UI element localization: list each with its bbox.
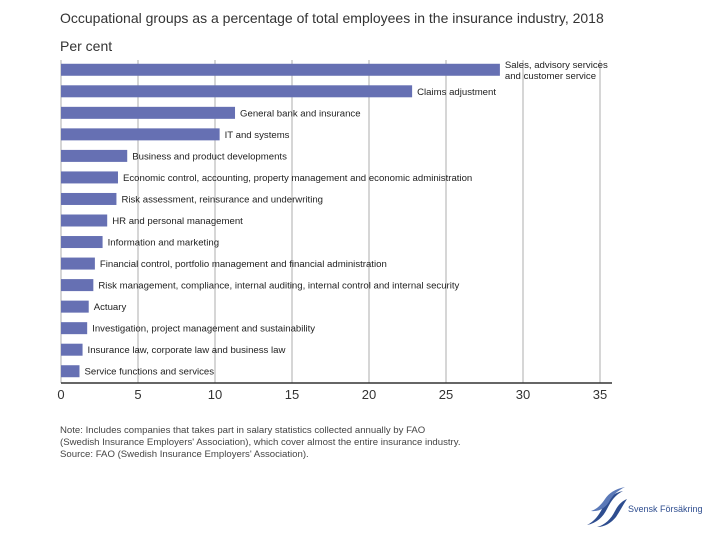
bar-3 bbox=[61, 128, 220, 141]
bar-label-5: Economic control, accounting, property m… bbox=[123, 173, 472, 184]
bar-12 bbox=[61, 322, 88, 335]
bar-label-line: Actuary bbox=[94, 302, 127, 313]
bar-label-line: Insurance law, corporate law and busines… bbox=[88, 345, 286, 356]
bar-7 bbox=[61, 214, 108, 227]
x-tick-label-2: 10 bbox=[208, 387, 222, 402]
bar-label-9: Financial control, portfolio management … bbox=[100, 259, 387, 270]
bar-6 bbox=[61, 192, 117, 205]
bar-label-3: IT and systems bbox=[225, 130, 290, 141]
bar-label-line: Information and marketing bbox=[108, 238, 219, 249]
svensk-forsakring-logo-icon bbox=[587, 487, 627, 527]
bar-label-2: General bank and insurance bbox=[240, 108, 361, 119]
x-tick-label-7: 35 bbox=[593, 387, 607, 402]
bar-label-line: and customer service bbox=[505, 71, 596, 82]
bar-11 bbox=[61, 300, 89, 313]
x-tick-label-0: 0 bbox=[57, 387, 64, 402]
bar-0 bbox=[61, 63, 500, 76]
bar-label-line: Sales, advisory services bbox=[505, 60, 608, 71]
bar-label-line: Investigation, project management and su… bbox=[92, 324, 315, 335]
bar-label-line: Economic control, accounting, property m… bbox=[123, 173, 472, 184]
y-unit-label: Per cent bbox=[60, 38, 113, 54]
x-tick-label-4: 20 bbox=[362, 387, 376, 402]
bar-13 bbox=[61, 343, 83, 356]
bar-label-10: Risk management, compliance, internal au… bbox=[98, 281, 459, 292]
bar-8 bbox=[61, 236, 103, 249]
bar-label-13: Insurance law, corporate law and busines… bbox=[88, 345, 286, 356]
bar-chart: 0 5 10 15 20 25 30 35 Sales, advisory services an… bbox=[57, 60, 612, 402]
logo-text: Svensk Försäkring bbox=[628, 504, 703, 514]
bar-2 bbox=[61, 106, 236, 119]
bar-14 bbox=[61, 365, 80, 378]
bar-5 bbox=[61, 171, 118, 184]
bar-label-0: Sales, advisory services and customer ser… bbox=[505, 60, 608, 82]
bar-label-12: Investigation, project management and su… bbox=[92, 324, 315, 335]
bar-label-6: Risk assessment, reinsurance and underwr… bbox=[121, 194, 323, 205]
bar-label-line: IT and systems bbox=[225, 130, 290, 141]
bar-label-line: Financial control, portfolio management … bbox=[100, 259, 387, 270]
chart-title: Occupational groups as a percentage of t… bbox=[60, 10, 604, 26]
note-line-2: (Swedish Insurance Employers' Associatio… bbox=[60, 437, 461, 448]
note-line-1: Note: Includes companies that takes part… bbox=[60, 425, 426, 436]
bar-10 bbox=[61, 279, 94, 292]
bar-9 bbox=[61, 257, 95, 270]
bar-1 bbox=[61, 85, 413, 98]
bar-4 bbox=[61, 149, 128, 162]
bar-label-line: Service functions and services bbox=[84, 367, 214, 378]
bar-label-line: Business and product developments bbox=[132, 151, 287, 162]
note-line-3: Source: FAO (Swedish Insurance Employers… bbox=[60, 449, 309, 460]
x-tick-label-5: 25 bbox=[439, 387, 453, 402]
bar-label-11: Actuary bbox=[94, 302, 127, 313]
bar-label-8: Information and marketing bbox=[108, 238, 219, 249]
x-tick-label-6: 30 bbox=[516, 387, 530, 402]
bar-label-line: HR and personal management bbox=[112, 216, 243, 227]
x-tick-label-3: 15 bbox=[285, 387, 299, 402]
bar-label-line: Claims adjustment bbox=[417, 87, 496, 98]
bar-label-4: Business and product developments bbox=[132, 151, 287, 162]
bar-label-14: Service functions and services bbox=[84, 367, 214, 378]
x-tick-label-1: 5 bbox=[134, 387, 141, 402]
bar-label-line: Risk management, compliance, internal au… bbox=[98, 281, 459, 292]
bar-label-line: General bank and insurance bbox=[240, 108, 361, 119]
bar-label-line: Risk assessment, reinsurance and underwr… bbox=[121, 194, 323, 205]
chart-note: Note: Includes companies that takes part… bbox=[60, 425, 461, 461]
bar-label-1: Claims adjustment bbox=[417, 87, 496, 98]
svensk-forsakring-logo: Svensk Försäkring bbox=[585, 485, 710, 530]
bar-label-7: HR and personal management bbox=[112, 216, 243, 227]
